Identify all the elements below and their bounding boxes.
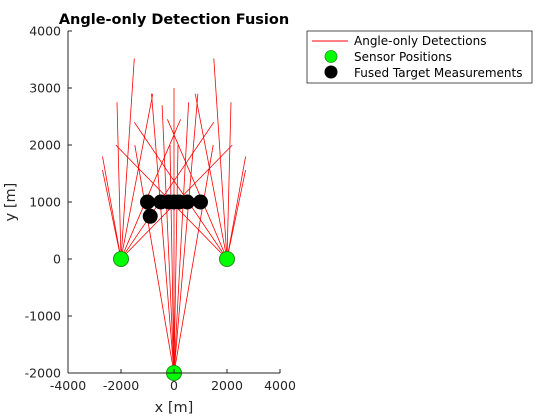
- detection-ray: [173, 144, 214, 374]
- x-tick-label: 2000: [211, 378, 243, 393]
- legend-sensors-label: Sensor Positions: [354, 50, 452, 64]
- detection-ray: [120, 119, 181, 260]
- fused-point: [142, 208, 158, 224]
- detection-ray: [173, 102, 189, 374]
- x-tick-label: -2000: [103, 378, 139, 393]
- detection-ray: [120, 93, 154, 260]
- fused-point: [171, 194, 187, 210]
- chart-title: Angle-only Detection Fusion: [59, 12, 289, 28]
- detection-ray: [226, 156, 246, 260]
- legend-detections-label: Angle-only Detections: [354, 34, 486, 48]
- y-axis-label: y [m]: [3, 183, 19, 222]
- plot-area: -4000 -2000 0 2000 4000 -2000-10000100020003…: [25, 24, 296, 394]
- y-tick-label: 2000: [29, 138, 61, 153]
- x-ticks: -4000 -2000 0 2000 4000: [50, 369, 296, 393]
- y-tick-label: 0: [53, 252, 61, 267]
- fused-point: [161, 194, 177, 210]
- legend: Angle-only Detections Sensor Positions F…: [306, 30, 533, 84]
- detection-ray: [167, 119, 228, 260]
- detection-ray: [226, 102, 232, 260]
- fused-layer: [140, 194, 208, 224]
- detection-ray: [120, 58, 135, 260]
- y-tick-label: -1000: [25, 309, 61, 324]
- detection-ray: [173, 93, 199, 374]
- y-ticks: -2000 -1000 0 1000 2000 3000 4000: [25, 24, 72, 381]
- y-tick-label: -2000: [25, 366, 61, 381]
- fused-point: [140, 194, 155, 210]
- x-tick-label: 0: [170, 378, 178, 393]
- x-tick-label: 4000: [264, 378, 296, 393]
- x-axis-label: x [m]: [155, 400, 194, 416]
- legend-box: [306, 30, 533, 84]
- detection-ray: [213, 58, 228, 260]
- detection-ray: [134, 144, 175, 374]
- y-tick-label: 4000: [29, 24, 61, 39]
- detection-ray: [169, 144, 175, 374]
- detection-ray: [173, 144, 179, 374]
- legend-sensors-swatch: [324, 50, 338, 63]
- detection-ray: [102, 156, 122, 260]
- detection-ray: [226, 170, 246, 260]
- detection-ray: [116, 102, 122, 260]
- sensor-point: [113, 251, 129, 267]
- x-tick-label: -4000: [50, 378, 86, 393]
- sensors-layer: [113, 251, 235, 381]
- y-tick-label: 3000: [29, 81, 61, 96]
- y-tick-label: 1000: [29, 195, 61, 210]
- detection-ray: [194, 93, 228, 260]
- fused-point: [193, 194, 208, 210]
- sensor-point: [219, 251, 235, 267]
- detection-ray: [161, 105, 175, 374]
- detection-ray: [102, 170, 122, 260]
- detection-ray: [120, 121, 215, 260]
- legend-fused-swatch: [324, 65, 338, 79]
- legend-fused-label: Fused Target Measurements: [354, 66, 523, 80]
- detection-ray: [133, 121, 228, 260]
- detection-ray: [151, 93, 175, 374]
